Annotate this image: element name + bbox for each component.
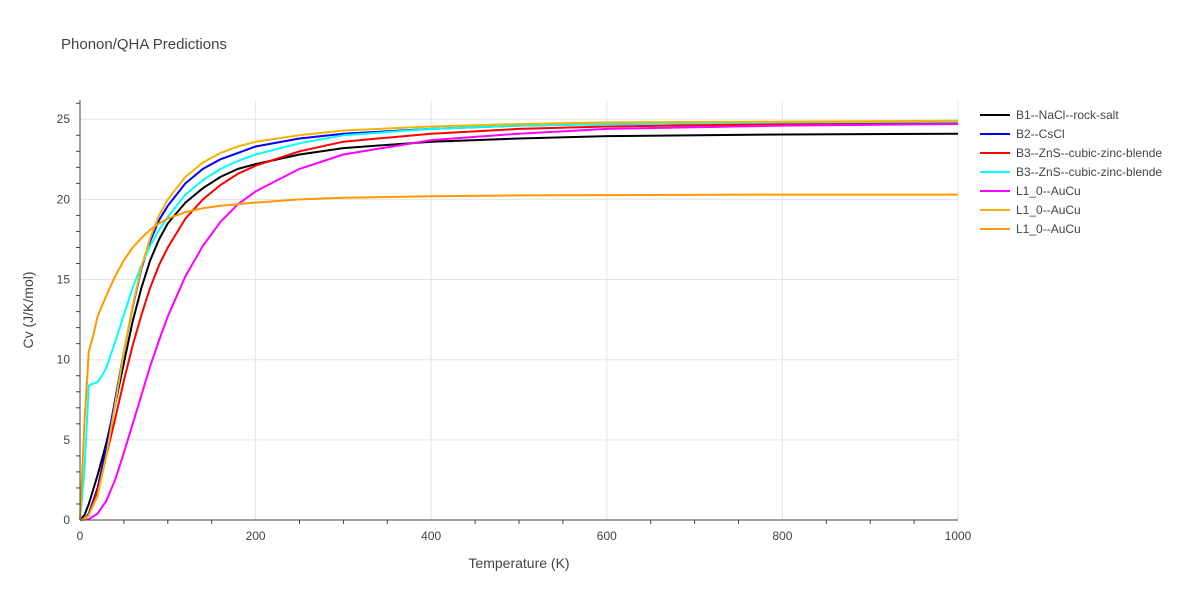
legend-item[interactable]: L1_0--AuCu: [980, 181, 1162, 200]
chart-title: Phonon/QHA Predictions: [61, 36, 227, 53]
x-tick-label: 400: [421, 529, 441, 543]
series-line-7: [79, 193, 958, 521]
legend-label: L1_0--AuCu: [1016, 221, 1081, 236]
legend-label: B1--NaCl--rock-salt: [1016, 107, 1119, 122]
x-tick-label: 800: [772, 529, 792, 543]
grid-lines: [80, 100, 959, 520]
legend-item[interactable]: L1_0--AuCu: [980, 219, 1162, 238]
legend-label: B3--ZnS--cubic-zinc-blende: [1016, 164, 1163, 179]
legend-swatch: [980, 151, 1010, 154]
series-line-5: [79, 123, 959, 521]
legend-item[interactable]: B3--ZnS--cubic-zinc-blende: [980, 162, 1162, 181]
legend-swatch: [980, 132, 1010, 135]
legend-item[interactable]: L1_0--AuCu: [980, 200, 1162, 219]
x-tick-label: 1000: [945, 529, 972, 543]
legend-label: L1_0--AuCu: [1016, 183, 1081, 198]
legend-item[interactable]: B2--CsCl: [980, 124, 1162, 143]
series-line-4: [79, 120, 959, 521]
legend-label: L1_0--AuCu: [1016, 202, 1081, 217]
axes: 0 200 400 600 800 1000 0 5 10 15 20 25: [57, 100, 972, 543]
legend-swatch: [980, 208, 1010, 211]
legend-swatch: [980, 227, 1010, 230]
series-line-6: [79, 119, 959, 521]
x-tick-label: 600: [597, 529, 617, 543]
legend-item[interactable]: B3--ZnS--cubic-zinc-blende: [980, 143, 1162, 162]
y-tick-label: 0: [63, 513, 70, 527]
y-tick-label: 10: [57, 353, 71, 367]
y-tick-label: 20: [57, 192, 71, 206]
x-tick-label: 0: [77, 529, 84, 543]
y-axis-label: Cv (J/K/mol): [20, 272, 36, 349]
series-line-1: [79, 132, 959, 521]
series-lines: [79, 119, 959, 521]
legend-item[interactable]: B1--NaCl--rock-salt: [980, 105, 1162, 124]
legend-label: B3--ZnS--cubic-zinc-blende: [1016, 145, 1163, 160]
x-axis-label: Temperature (K): [468, 555, 569, 571]
legend-label: B2--CsCl: [1016, 126, 1065, 141]
legend: B1--NaCl--rock-salt B2--CsCl B3--ZnS--cubi…: [980, 105, 1162, 238]
legend-swatch: [980, 170, 1010, 173]
x-tick-label: 200: [246, 529, 266, 543]
y-tick-label: 25: [57, 112, 71, 126]
series-line-2: [79, 120, 959, 521]
legend-swatch: [980, 113, 1010, 116]
y-tick-label: 15: [57, 273, 71, 287]
y-tick-label: 5: [63, 433, 70, 447]
legend-swatch: [980, 189, 1010, 192]
